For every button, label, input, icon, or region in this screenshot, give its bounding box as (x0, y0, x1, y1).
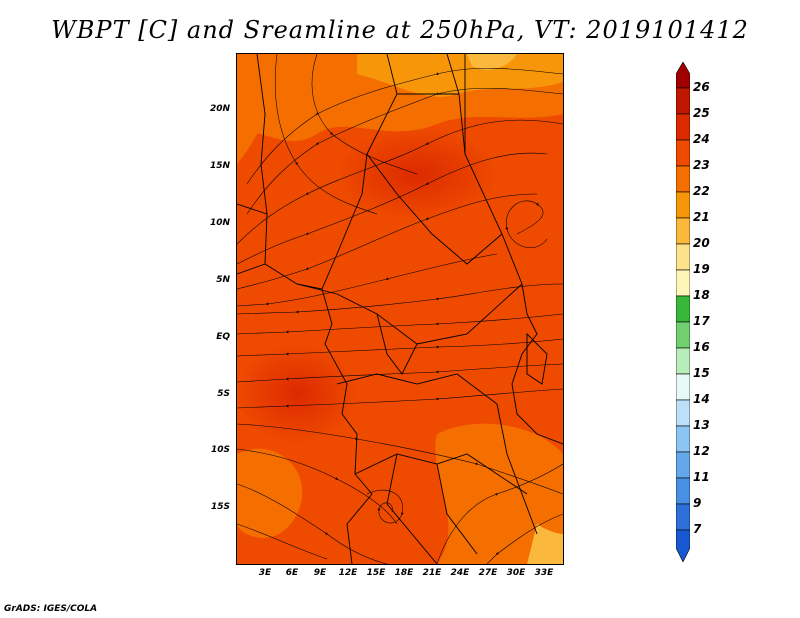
lon-label-21e: 21E (422, 568, 442, 578)
wbpt-field-22-west (237, 54, 287, 164)
colorbar-segment (676, 165, 690, 193)
colorbar-segment (676, 62, 690, 89)
colorbar-segment (676, 477, 690, 505)
colorbar-segment (676, 139, 690, 167)
lat-label-5n: 5N (216, 275, 230, 285)
lat-label-5s: 5S (217, 389, 230, 399)
colorbar-label-9: 9 (693, 496, 702, 510)
lon-label-30e: 30E (506, 568, 526, 578)
lon-label-3e: 3E (258, 568, 272, 578)
colorbar-label-25: 25 (693, 106, 710, 120)
colorbar-segment (676, 373, 690, 401)
lat-label-10s: 10S (210, 445, 230, 455)
colorbar-label-20: 20 (693, 236, 710, 250)
map-plot-area (236, 53, 564, 565)
colorbar-label-24: 24 (693, 132, 710, 146)
colorbar-label-7: 7 (693, 522, 702, 536)
lon-label-12e: 12E (338, 568, 358, 578)
colorbar-segment (676, 87, 690, 115)
wbpt-field-22-sw (237, 448, 303, 538)
colorbar-segment (676, 243, 690, 271)
lon-label-24e: 24E (450, 568, 470, 578)
lon-label-9e: 9E (313, 568, 327, 578)
streamlines (237, 54, 563, 564)
colorbar-segment (676, 529, 690, 562)
colorbar-segment (676, 217, 690, 245)
colorbar-segment (676, 451, 690, 479)
colorbar-label-12: 12 (693, 444, 710, 458)
grads-credit: GrADS: IGES/COLA (4, 604, 98, 614)
colorbar-segment (676, 399, 690, 427)
colorbar (676, 62, 690, 562)
wbpt-field-20-se (527, 524, 563, 564)
streamline-map (237, 54, 563, 564)
lat-label-10n: 10N (209, 218, 230, 228)
lat-label-15s: 15S (210, 502, 230, 512)
lon-label-18e: 18E (394, 568, 414, 578)
colorbar-segment (676, 425, 690, 453)
colorbar-label-13: 13 (693, 418, 710, 432)
colorbar-segment (676, 269, 690, 297)
colorbar-label-17: 17 (693, 314, 710, 328)
wbpt-field-20 (467, 54, 517, 70)
colorbar-segment (676, 321, 690, 349)
colorbar-label-14: 14 (693, 392, 710, 406)
colorbar-label-21: 21 (693, 210, 710, 224)
colorbar-segment (676, 503, 690, 531)
colorbar-label-15: 15 (693, 366, 710, 380)
colorbar-segment (676, 347, 690, 375)
chart-title: WBPT [C] and Sreamline at 250hPa, VT: 20… (51, 16, 749, 44)
lat-label-eq: EQ (216, 332, 230, 342)
colorbar-label-16: 16 (693, 340, 710, 354)
colorbar-label-19: 19 (693, 262, 710, 276)
colorbar-segment (676, 295, 690, 323)
colorbar-segment (676, 113, 690, 141)
wbpt-warm-patch-south (237, 344, 357, 444)
colorbar-label-11: 11 (693, 470, 710, 484)
lon-label-6e: 6E (285, 568, 299, 578)
lon-label-33e: 33E (534, 568, 554, 578)
colorbar-label-26: 26 (693, 80, 710, 94)
colorbar-label-23: 23 (693, 158, 710, 172)
colorbar-segment (676, 191, 690, 219)
lon-label-15e: 15E (366, 568, 386, 578)
colorbar-label-18: 18 (693, 288, 710, 302)
lon-label-27e: 27E (478, 568, 498, 578)
lat-label-20n: 20N (209, 104, 230, 114)
lat-label-15n: 15N (209, 161, 230, 171)
colorbar-label-22: 22 (693, 184, 710, 198)
